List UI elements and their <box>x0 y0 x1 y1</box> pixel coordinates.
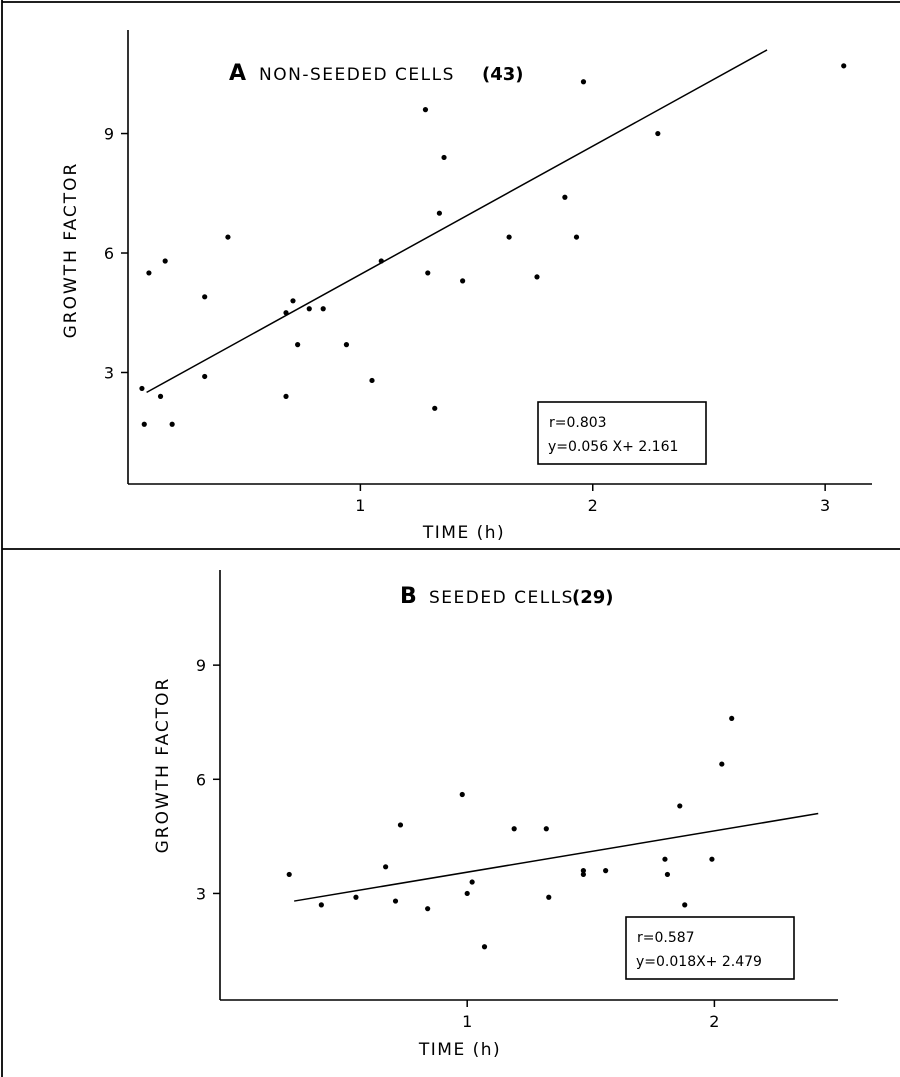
panel-a-data-point-9 <box>283 393 289 399</box>
panel-b-data-point-21 <box>709 856 715 862</box>
panel-a-data-point-27 <box>573 234 580 240</box>
panel-a-data-point-14 <box>320 306 326 312</box>
panel-b-letter: B <box>400 584 417 609</box>
panel-a-data-point-22 <box>441 154 447 161</box>
panel-a-data-point-20 <box>432 405 438 411</box>
panel-b-x-axis-label: TIME (h) <box>418 1040 501 1060</box>
panel-a-data-point-8 <box>225 234 231 240</box>
panel-b-x-tick-label-0: 1 <box>462 1012 472 1031</box>
panel-a-data-point-12 <box>295 342 301 348</box>
panel-b-regression-line <box>294 812 819 902</box>
panel-b-title: SEEDED CELLS <box>429 588 574 608</box>
panel-b-data-point-0 <box>286 871 292 878</box>
panel-a-data-point-3 <box>157 393 164 399</box>
panel-b-data-point-9 <box>469 879 475 885</box>
panel-b-data-point-19 <box>677 803 683 809</box>
panel-a-data-point-10 <box>283 310 289 316</box>
panel-b-x-tick-label-1: 2 <box>709 1012 719 1031</box>
panel-a-data-point-21 <box>436 210 442 216</box>
panel-a-points <box>139 63 847 427</box>
panel-a-data-point-15 <box>343 342 350 348</box>
panel-b-stats-equation: y=0.018X+ 2.479 <box>636 954 762 970</box>
panel-a-data-point-25 <box>534 274 540 280</box>
panel-b-data-point-20 <box>682 902 688 908</box>
panel-a-data-point-28 <box>580 79 587 85</box>
panel-a-letter: A <box>229 61 246 86</box>
panel-b-data-point-5 <box>397 822 404 828</box>
panel-b-data-point-7 <box>459 791 465 798</box>
panel-a-x-tick-label-0: 1 <box>355 496 365 515</box>
panel-a-data-point-24 <box>506 234 512 240</box>
panel-b-data-point-15 <box>580 871 586 878</box>
panel-b-data-point-13 <box>546 894 552 900</box>
panel-a: 1 2 3 3 6 9 A NON-SEEDED CELLS (43) GROWTH FA… <box>61 30 872 543</box>
panel-b-data-point-16 <box>603 868 609 874</box>
panel-a-data-point-4 <box>162 258 168 264</box>
panel-a-data-point-0 <box>139 385 145 392</box>
panel-a-y-tick-label-0: 3 <box>104 363 114 382</box>
panel-a-stats-box <box>537 401 707 465</box>
panel-a-stats-equation: y=0.056 X+ 2.161 <box>548 439 678 455</box>
panel-a-data-point-1 <box>141 421 147 427</box>
panel-a-x-tick-label-2: 3 <box>820 496 830 515</box>
panel-b-data-point-10 <box>481 944 488 950</box>
panel-b-data-point-11 <box>511 826 517 832</box>
panel-b-y-tick-label-2: 9 <box>196 656 206 675</box>
panel-a-data-point-5 <box>169 421 175 427</box>
panel-b-data-point-23 <box>729 715 735 722</box>
panel-a-y-tick-label-1: 6 <box>104 244 114 263</box>
panel-b-data-point-14 <box>580 868 586 874</box>
panel-a-y-axis-label: GROWTH FACTOR <box>61 162 81 339</box>
panel-b-stats-r: r=0.587 <box>637 930 695 946</box>
panel-a-y-tick-label-2: 9 <box>104 125 114 144</box>
panel-a-data-point-30 <box>841 63 847 69</box>
panel-b-y-tick-label-1: 6 <box>196 770 206 789</box>
panel-a-data-point-29 <box>655 130 661 137</box>
panel-a-stats-r: r=0.803 <box>549 415 607 431</box>
panel-b-count: (29) <box>572 587 614 608</box>
panel-a-data-point-2 <box>146 270 152 276</box>
panel-a-data-point-18 <box>422 107 429 113</box>
panel-b-data-point-18 <box>664 871 671 878</box>
panel-a-regression-line <box>146 49 768 394</box>
panel-b-data-point-3 <box>383 864 389 870</box>
panel-a-data-point-13 <box>306 306 312 312</box>
panel-a-x-tick-label-1: 2 <box>588 496 598 515</box>
panel-b-data-point-1 <box>318 902 324 908</box>
panel-a-data-point-26 <box>562 194 568 200</box>
panel-b-y-axis-label: GROWTH FACTOR <box>153 677 173 854</box>
panel-a-ticks: 1 2 3 3 6 9 <box>104 125 830 515</box>
panel-a-data-point-23 <box>460 278 466 284</box>
panel-a-title: NON-SEEDED CELLS <box>259 65 455 85</box>
panel-b-data-point-6 <box>425 906 431 912</box>
panel-b-y-tick-label-0: 3 <box>196 884 206 903</box>
panel-b-data-point-17 <box>662 856 668 862</box>
panel-a-data-point-19 <box>425 270 431 276</box>
panel-b-data-point-8 <box>464 890 470 897</box>
panel-b-points <box>286 715 735 950</box>
panel-a-data-point-7 <box>202 294 208 300</box>
panel-a-data-point-11 <box>290 298 296 304</box>
panel-a-data-point-17 <box>378 258 384 264</box>
panel-a-count: (43) <box>482 64 524 85</box>
panel-a-data-point-6 <box>202 373 208 380</box>
panel-a-x-axis-label: TIME (h) <box>422 523 505 543</box>
panel-a-data-point-16 <box>369 377 375 384</box>
panel-b-stats-box <box>625 916 795 980</box>
panel-b-ticks: 1 2 3 6 9 <box>196 656 720 1031</box>
panel-b-data-point-12 <box>543 826 549 832</box>
panel-b-data-point-4 <box>392 898 399 904</box>
panel-b-data-point-22 <box>719 761 725 767</box>
panel-b-data-point-2 <box>353 894 359 900</box>
